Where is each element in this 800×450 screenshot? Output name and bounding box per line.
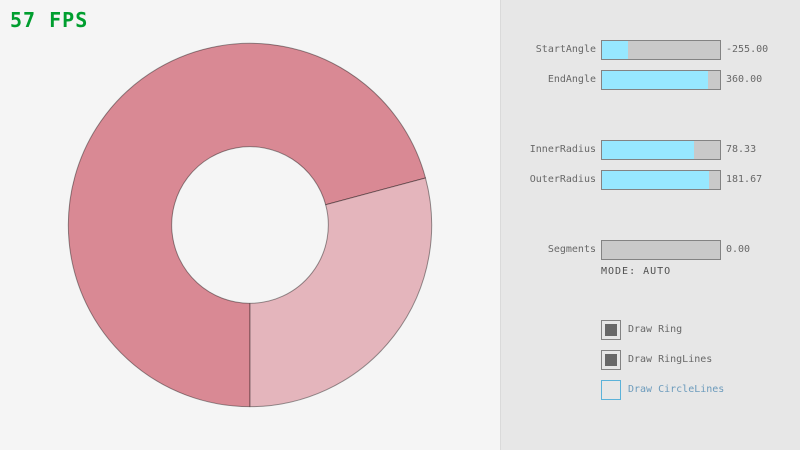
outer-radius-label: OuterRadius (529, 174, 596, 185)
outer-radius-slider-fill (602, 171, 710, 189)
draw-circlelines-checkbox[interactable] (601, 380, 621, 400)
start-angle-slider[interactable] (601, 40, 721, 60)
segments-row: Segments 0.00 (501, 240, 800, 260)
control-panel: StartAngle -255.00 EndAngle 360.00 Inner… (500, 0, 800, 450)
draw-ring-row: Draw Ring (501, 320, 800, 340)
start-angle-label: StartAngle (535, 44, 596, 55)
fps-counter: 57 FPS (10, 8, 89, 32)
end-angle-row: EndAngle 360.00 (501, 70, 800, 90)
inner-radius-value: 78.33 (726, 144, 757, 155)
checkmark-icon (605, 324, 617, 336)
draw-ringlines-row: Draw RingLines (501, 350, 800, 370)
end-angle-slider-fill (602, 71, 709, 89)
start-angle-row: StartAngle -255.00 (501, 40, 800, 60)
segments-label: Segments (547, 244, 596, 255)
start-angle-value: -255.00 (726, 44, 769, 55)
inner-radius-slider[interactable] (601, 140, 721, 160)
mode-indicator: MODE: AUTO (601, 266, 672, 277)
end-angle-value: 360.00 (726, 74, 763, 85)
draw-ringlines-checkbox[interactable] (601, 350, 621, 370)
checkmark-icon (605, 354, 617, 366)
inner-radius-slider-fill (602, 141, 695, 159)
inner-radius-row: InnerRadius 78.33 (501, 140, 800, 160)
draw-circlelines-row: Draw CircleLines (501, 380, 800, 400)
inner-radius-label: InnerRadius (529, 144, 596, 155)
draw-ring-checkbox[interactable] (601, 320, 621, 340)
segments-slider[interactable] (601, 240, 721, 260)
end-angle-label: EndAngle (547, 74, 596, 85)
outer-radius-slider[interactable] (601, 170, 721, 190)
ring-single-segment (249, 177, 433, 408)
segments-value: 0.00 (726, 244, 751, 255)
draw-ring-label: Draw Ring (628, 324, 683, 335)
end-angle-slider[interactable] (601, 70, 721, 90)
draw-circlelines-label: Draw CircleLines (628, 384, 725, 395)
outer-radius-value: 181.67 (726, 174, 763, 185)
start-angle-slider-fill (602, 41, 628, 59)
outer-radius-row: OuterRadius 181.67 (501, 170, 800, 190)
draw-ringlines-label: Draw RingLines (628, 354, 713, 365)
ring-overlap-segment (67, 42, 427, 408)
